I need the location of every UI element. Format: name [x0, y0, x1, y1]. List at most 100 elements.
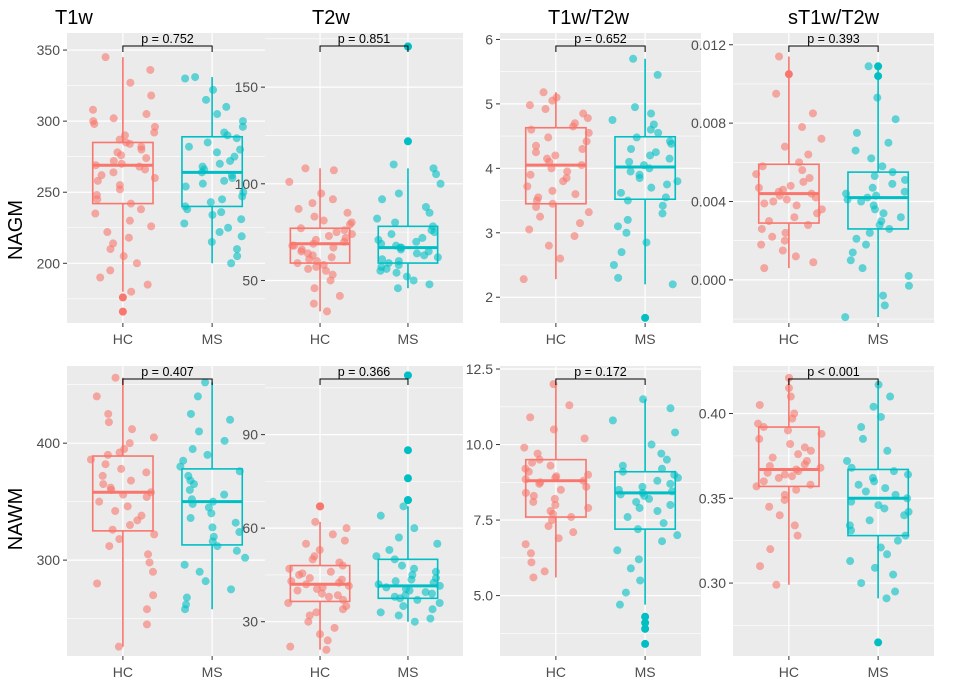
data-point	[218, 195, 227, 204]
data-point	[875, 221, 884, 230]
data-point	[584, 128, 593, 137]
series-ms	[608, 395, 682, 648]
data-point	[846, 557, 855, 566]
data-point	[344, 581, 353, 590]
data-point	[532, 141, 541, 150]
outlier-point	[403, 446, 412, 455]
data-point	[794, 467, 803, 476]
data-point	[429, 578, 438, 587]
data-point	[193, 392, 202, 401]
data-point	[529, 491, 538, 500]
data-point	[315, 630, 324, 639]
data-point	[804, 221, 813, 230]
data-point	[556, 485, 565, 494]
data-point	[889, 467, 898, 476]
data-point	[90, 119, 99, 128]
data-point	[799, 177, 808, 186]
data-point	[235, 528, 244, 537]
significance-bracket	[319, 378, 409, 385]
data-point	[888, 168, 897, 177]
data-point	[806, 446, 815, 455]
data-point	[757, 224, 766, 233]
column-title-t1w-t2w: T1w/T2w	[548, 7, 630, 29]
data-point	[294, 204, 303, 213]
data-point	[583, 114, 592, 123]
data-point	[646, 125, 655, 134]
series-hc	[519, 88, 593, 284]
data-point	[385, 545, 394, 554]
data-point	[567, 513, 576, 522]
data-point	[846, 256, 855, 265]
data-point	[224, 223, 233, 232]
data-point	[858, 264, 867, 273]
data-point	[333, 591, 342, 600]
data-point	[653, 507, 662, 515]
data-point	[520, 443, 529, 452]
data-point	[532, 196, 541, 205]
data-point	[816, 463, 825, 472]
data-point	[347, 230, 356, 239]
data-point	[114, 642, 123, 651]
data-point	[852, 234, 861, 243]
outlier-point	[784, 70, 793, 79]
data-point	[436, 179, 445, 188]
y-tick-label: 3	[485, 225, 493, 241]
data-point	[805, 174, 814, 182]
data-point	[189, 480, 198, 489]
data-point	[768, 453, 777, 462]
data-point	[852, 128, 861, 137]
data-point	[778, 246, 787, 255]
data-point	[345, 220, 354, 229]
data-point	[889, 570, 898, 579]
data-point	[841, 313, 850, 322]
data-point	[527, 558, 536, 567]
data-point	[872, 191, 881, 200]
data-point	[390, 555, 399, 564]
data-point	[765, 462, 774, 471]
data-point	[329, 243, 338, 252]
data-point	[109, 156, 118, 165]
series-ms	[843, 380, 913, 647]
data-point	[863, 193, 872, 202]
outlier-point	[874, 638, 883, 647]
data-point	[525, 225, 534, 234]
data-point	[867, 154, 876, 163]
data-point	[426, 614, 435, 623]
data-point	[891, 115, 900, 124]
p-value-label: p = 0.172	[574, 365, 627, 379]
panel-nawm-st1w-t2w: 0.30 0.35 0.40 HC MS p < 0.001	[699, 365, 934, 680]
data-point	[132, 259, 141, 268]
outlier-point	[641, 313, 650, 322]
data-point	[115, 185, 124, 194]
data-point	[238, 122, 247, 131]
data-point	[569, 122, 578, 131]
data-point	[182, 593, 191, 602]
data-point	[788, 414, 797, 423]
data-point	[206, 198, 215, 207]
data-point	[127, 287, 136, 296]
data-point	[800, 460, 809, 469]
data-point	[128, 425, 137, 434]
data-point	[92, 392, 101, 401]
x-tick-label-ms: MS	[397, 664, 418, 680]
data-point	[181, 605, 190, 614]
data-point	[635, 174, 644, 182]
data-point	[328, 195, 337, 204]
data-point	[101, 460, 110, 469]
data-point	[317, 589, 326, 598]
data-point	[904, 281, 913, 290]
data-point	[584, 503, 593, 512]
p-value-label: p = 0.652	[574, 32, 627, 46]
significance-bracket	[788, 45, 879, 52]
data-point	[608, 416, 617, 425]
data-point	[869, 402, 878, 411]
data-point	[901, 531, 910, 540]
data-point	[328, 530, 337, 539]
data-point	[376, 511, 385, 520]
data-point	[645, 164, 654, 173]
panel-nagm-t1w-t2w: 2 3 4 5 6 HC MS p = 0.652	[485, 31, 701, 347]
data-point	[755, 401, 764, 410]
data-point	[95, 497, 104, 506]
y-tick-label: 0.008	[691, 115, 726, 131]
data-point	[425, 208, 434, 217]
